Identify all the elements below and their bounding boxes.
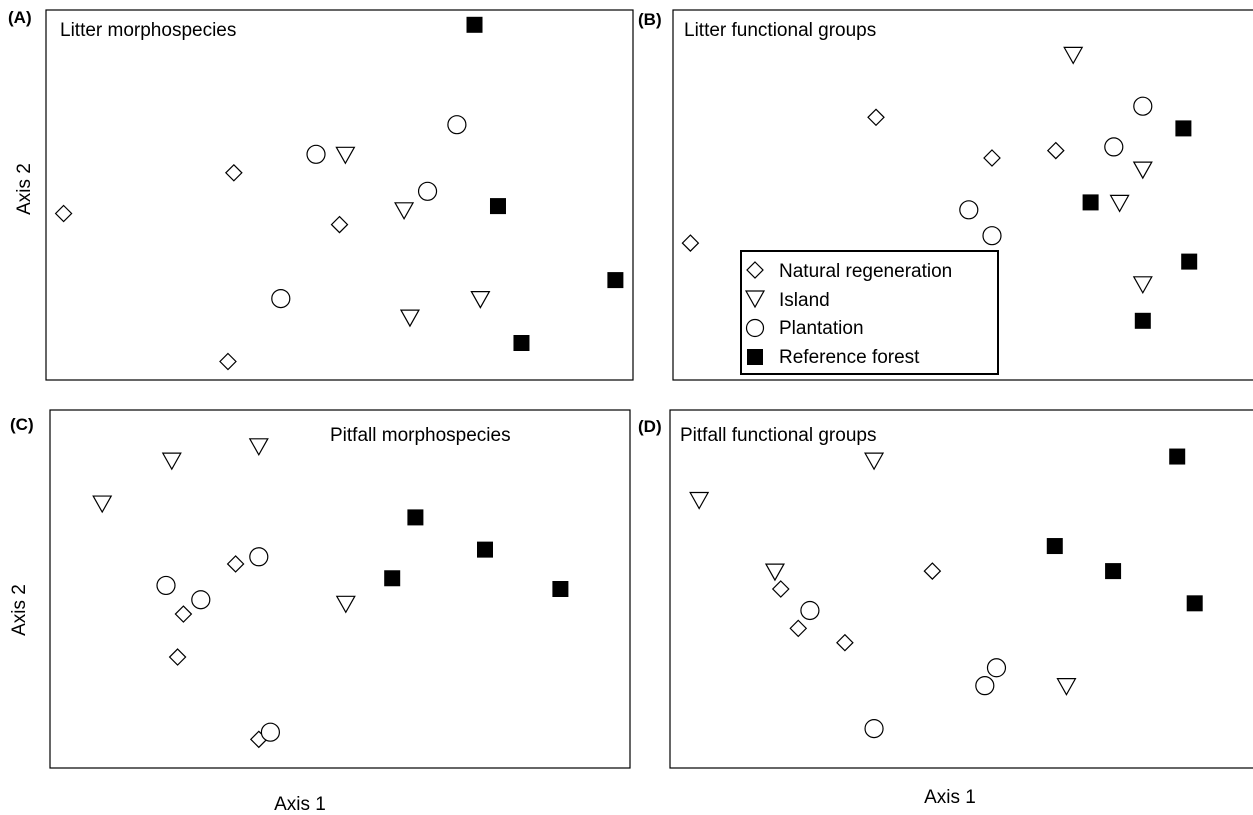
circle-icon	[745, 318, 765, 338]
panel-c-island-point-2	[161, 452, 182, 471]
panel-d-letter: (D)	[638, 417, 662, 436]
panel-d-island-point-3	[864, 452, 885, 471]
panel-c-island-point-3	[248, 438, 269, 457]
panel-c-letter: (C)	[10, 415, 34, 434]
panel-a-natural-regeneration-point-1	[54, 204, 73, 223]
panel-a-plantation-point-2	[417, 181, 438, 201]
panel-c-natural-regeneration-point-2	[174, 605, 193, 623]
panel-c-island-point-1	[92, 495, 113, 514]
panel-c-natural-regeneration-point-3	[168, 648, 187, 666]
panel-a-natural-regeneration-point-3	[330, 215, 349, 234]
panel-b-natural-regeneration-point-2	[867, 108, 885, 127]
panel-b-plantation-point-4	[1133, 96, 1153, 116]
panel-b-island-point-2	[1132, 161, 1153, 180]
panel-d-markers	[689, 448, 1203, 739]
panel-d-natural-regeneration-point-1	[771, 580, 790, 598]
panel-a-reference-forest-point-3	[513, 335, 530, 351]
panel-b-reference-forest-point-2	[1175, 120, 1192, 137]
panel-d-plantation-point-1	[800, 600, 820, 621]
panel-c-plantation-point-2	[191, 590, 211, 610]
panel-b-plantation-point-1	[959, 200, 979, 220]
panel-d-natural-regeneration-point-3	[836, 633, 854, 652]
legend-label-natural-regeneration: Natural regeneration	[779, 261, 952, 282]
panel-d-reference-forest-point-4	[1186, 595, 1203, 612]
panel-b-island-point-3	[1109, 194, 1130, 213]
panel-b-natural-regeneration-point-4	[1046, 141, 1065, 160]
panel-b-reference-forest-point-1	[1082, 194, 1099, 211]
filled-square-icon	[747, 349, 763, 365]
panel-a-title: Litter morphospecies	[60, 20, 236, 41]
panel-c-plantation-point-3	[249, 547, 269, 567]
down-triangle-icon	[744, 290, 766, 309]
y-axis-label-top: Axis 2	[14, 163, 35, 215]
panel-c-reference-forest-point-2	[384, 570, 401, 587]
y-axis-label-bottom: Axis 2	[9, 584, 30, 636]
panel-d-plantation-point-3	[975, 676, 995, 696]
panel-a-island-point-4	[470, 291, 491, 309]
panel-b-reference-forest-point-4	[1134, 312, 1151, 329]
x-axis-label-left: Axis 1	[274, 794, 326, 815]
panel-a-reference-forest-point-1	[466, 16, 483, 33]
legend-box	[740, 250, 999, 375]
diamond-icon	[746, 261, 764, 279]
panel-b-reference-forest-point-3	[1181, 253, 1198, 270]
panel-c-reference-forest-point-1	[407, 509, 424, 526]
panel-a-reference-forest-point-4	[607, 272, 624, 289]
panel-a-reference-forest-point-2	[489, 198, 506, 215]
panel-c-title: Pitfall morphospecies	[330, 425, 511, 446]
panel-a-frame	[45, 9, 634, 381]
panel-b-title: Litter functional groups	[684, 20, 876, 41]
panel-c-natural-regeneration-point-1	[226, 555, 245, 573]
panel-a-island-point-1	[335, 146, 356, 165]
panel-d-frame	[669, 409, 1253, 769]
panel-d-island-point-2	[764, 563, 785, 582]
panel-d-reference-forest-point-3	[1169, 448, 1186, 465]
panel-a-island-point-2	[394, 202, 415, 221]
panel-b-natural-regeneration-point-1	[681, 234, 700, 252]
panel-d-plantation-point-4	[986, 658, 1007, 678]
panel-c-reference-forest-point-4	[552, 581, 569, 597]
panel-b-island-point-1	[1063, 46, 1084, 65]
panel-a-markers	[54, 16, 624, 371]
panel-b-island-point-4	[1132, 276, 1153, 295]
panel-b-letter: (B)	[638, 10, 662, 29]
panel-d-island-point-1	[689, 491, 710, 510]
panel-c-frame	[49, 409, 631, 769]
panel-a-natural-regeneration-point-4	[219, 352, 237, 371]
legend-label-island: Island	[779, 290, 830, 311]
panel-d-plantation-point-2	[864, 719, 884, 739]
panel-d-natural-regeneration-point-2	[789, 619, 808, 638]
panel-b-frame	[672, 9, 1253, 381]
panel-a-natural-regeneration-point-2	[224, 163, 243, 182]
x-axis-label-right: Axis 1	[924, 787, 976, 808]
panel-a-island-point-3	[399, 309, 420, 328]
legend-label-plantation: Plantation	[779, 318, 864, 339]
panel-b-markers	[681, 46, 1198, 329]
panel-c-markers	[92, 438, 569, 749]
panel-d-natural-regeneration-point-4	[923, 562, 942, 580]
panel-d-title: Pitfall functional groups	[680, 425, 876, 446]
panel-a-letter: (A)	[8, 8, 32, 27]
panel-d-island-point-4	[1056, 678, 1077, 696]
panel-c-reference-forest-point-3	[477, 541, 493, 558]
panel-c-plantation-point-1	[156, 575, 176, 596]
panel-c-island-point-4	[335, 595, 356, 614]
panel-b-plantation-point-2	[982, 226, 1002, 246]
panel-c-plantation-point-4	[260, 722, 280, 742]
panel-d-reference-forest-point-2	[1105, 563, 1122, 580]
panel-d-reference-forest-point-1	[1046, 538, 1063, 555]
legend-label-reference-forest: Reference forest	[779, 347, 920, 368]
panel-a-plantation-point-1	[306, 144, 326, 164]
panel-b-plantation-point-3	[1104, 137, 1124, 157]
legend: Natural regeneration Island Plantation R…	[740, 250, 999, 375]
panel-a-plantation-point-3	[447, 115, 467, 135]
panel-a-plantation-point-4	[271, 289, 291, 309]
panel-b-natural-regeneration-point-3	[983, 149, 1001, 167]
